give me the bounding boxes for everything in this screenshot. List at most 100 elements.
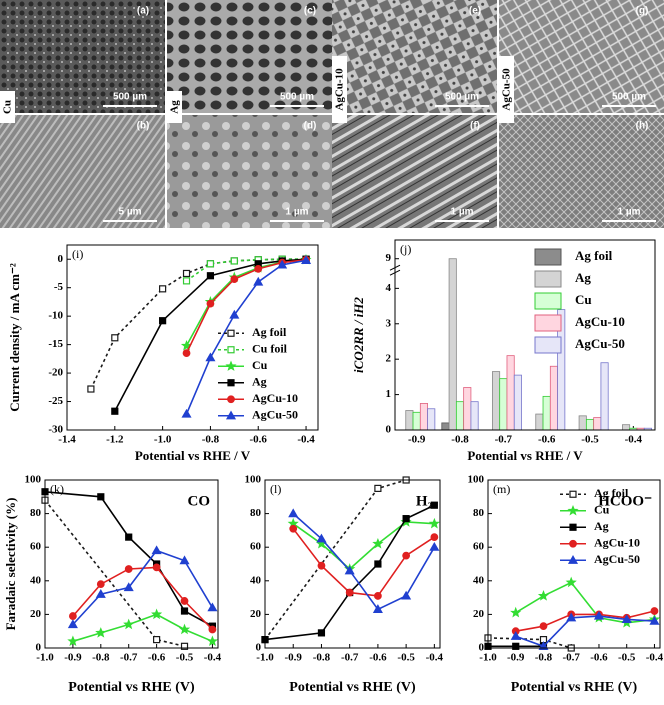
x-tick-label: -1.4 <box>58 434 76 446</box>
micrograph <box>0 115 165 228</box>
marker <box>253 276 264 286</box>
legend-label: Ag <box>594 519 609 533</box>
marker <box>151 608 163 620</box>
legend-label: Ag <box>575 270 591 285</box>
y-tick-label: 100 <box>245 474 262 486</box>
bar <box>427 408 436 431</box>
x-tick-label: -0.5 <box>581 434 599 446</box>
x-tick-label: -0.7 <box>495 434 513 446</box>
x-tick-label: -0.8 <box>202 434 220 446</box>
marker <box>182 349 191 358</box>
x-tick-label: -0.4 <box>646 652 664 664</box>
y-tick-label: 40 <box>250 574 262 586</box>
y-tick-label: 40 <box>473 574 485 586</box>
marker <box>181 408 192 418</box>
x-tick-label: -0.4 <box>204 652 222 664</box>
marker <box>230 275 239 284</box>
marker <box>372 604 383 613</box>
plot-frame <box>394 239 656 431</box>
micrograph <box>0 0 165 113</box>
y-axis-label: Faradaic selectivity (%) <box>3 498 18 631</box>
marker <box>95 589 106 598</box>
panel-label: (a) <box>137 6 149 17</box>
y-tick-label: 20 <box>30 608 42 620</box>
series-line <box>186 258 306 282</box>
x-axis-label: Potential vs RHE (V) <box>289 680 416 695</box>
series-line <box>515 581 655 624</box>
sample-label: Ag <box>169 100 181 114</box>
series-line <box>185 259 307 347</box>
y-tick-label: -5 <box>54 281 64 293</box>
marker <box>180 642 189 650</box>
series-line <box>292 513 436 611</box>
marker <box>124 565 133 573</box>
bar <box>441 422 450 431</box>
marker <box>67 619 78 629</box>
marker <box>344 565 355 575</box>
panel-label: (g) <box>636 6 649 17</box>
y-tick-label: -30 <box>48 424 63 436</box>
chart-title: CO <box>188 493 211 509</box>
marker <box>111 407 119 415</box>
marker <box>182 277 191 285</box>
x-tick-label: -0.5 <box>176 652 194 664</box>
marker <box>225 360 237 371</box>
series-line <box>264 504 435 641</box>
series-line <box>44 499 185 648</box>
marker <box>230 257 238 265</box>
marker <box>593 610 605 620</box>
scale-bar-label: 500 µm <box>113 92 147 103</box>
marker <box>227 379 235 387</box>
panel-label: (h) <box>636 121 649 132</box>
micrograph <box>499 115 664 228</box>
x-tick-label: -0.9 <box>285 652 303 664</box>
bar <box>499 378 508 431</box>
x-axis-label: Potential vs RHE / V <box>135 448 251 463</box>
legend-label: AgCu-10 <box>252 391 298 405</box>
y-tick-label: 0 <box>386 424 392 436</box>
y-tick-label: 60 <box>30 541 42 553</box>
marker <box>566 612 577 622</box>
y-tick-label: -15 <box>48 338 63 350</box>
marker <box>428 517 440 529</box>
bar <box>535 413 544 431</box>
marker <box>97 493 105 501</box>
y-tick-label: 20 <box>250 608 262 620</box>
scale-bar-label: 1 µm <box>451 207 474 218</box>
x-tick-label: -1.0 <box>256 652 274 664</box>
marker <box>206 260 215 268</box>
legend-swatch <box>534 270 562 288</box>
panel-label: (e) <box>469 6 481 17</box>
legend-label: Cu foil <box>252 342 288 356</box>
legend-label: AgCu-50 <box>252 408 298 422</box>
series-line <box>72 549 214 626</box>
marker <box>430 533 439 542</box>
y-tick-label: 80 <box>473 507 485 519</box>
legend-label: Ag foil <box>252 325 287 339</box>
panel-label: (b) <box>137 121 150 132</box>
y-tick-label: 0 <box>256 642 262 654</box>
marker <box>179 555 190 565</box>
marker <box>206 635 219 647</box>
legend-label: Ag <box>252 375 267 389</box>
y-tick-label: 100 <box>468 474 485 486</box>
y-tick-label: -10 <box>48 310 63 322</box>
y-axis-label: iCO2RR / iH2 <box>351 297 366 373</box>
plot-frame <box>264 479 441 649</box>
bar <box>455 401 465 431</box>
legend-label: Cu <box>252 358 268 372</box>
panel-label: (c) <box>304 6 316 17</box>
marker <box>254 265 263 273</box>
marker <box>569 539 577 548</box>
x-tick-label: -0.7 <box>120 652 138 664</box>
marker <box>316 533 327 543</box>
y-tick-label: 3 <box>386 317 392 329</box>
legend-label: Cu <box>575 292 592 307</box>
legend-swatch <box>534 248 562 266</box>
legend-label: AgCu-50 <box>575 336 625 351</box>
marker <box>649 615 660 625</box>
scale-bar-label: 500 µm <box>445 92 479 103</box>
chart-title: HCOO⁻ <box>598 493 652 509</box>
x-tick-label: -0.7 <box>563 652 581 664</box>
marker <box>567 555 579 564</box>
